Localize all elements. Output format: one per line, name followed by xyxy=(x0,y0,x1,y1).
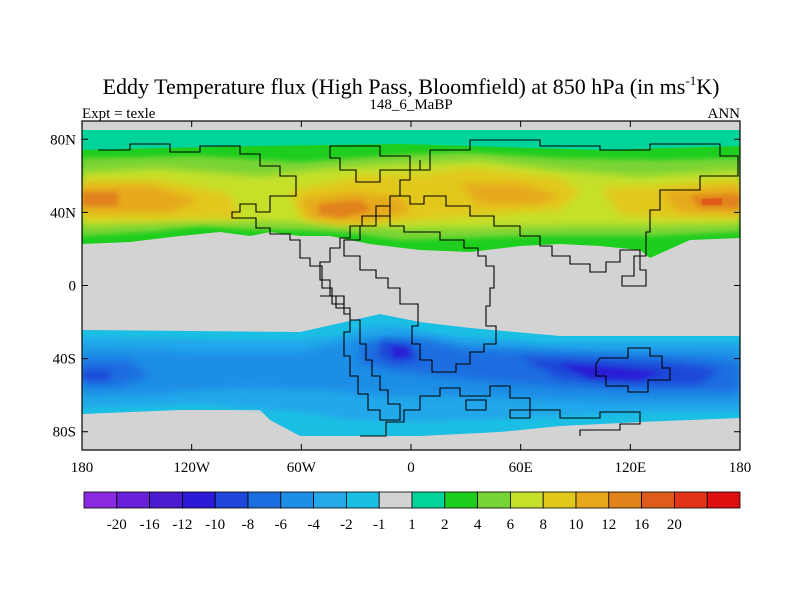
coastline-north-america xyxy=(98,143,421,305)
x-axis: 180 120W 60W 0 60E 120E 180 xyxy=(71,121,752,476)
x-tick-label: 180 xyxy=(71,460,94,476)
sh-level-8 xyxy=(82,340,720,384)
x-tick-label: 0 xyxy=(407,460,415,476)
coastlines xyxy=(98,139,739,437)
sh-flux-field xyxy=(82,314,740,436)
nh-level-10 xyxy=(82,184,740,222)
nh-level-16 xyxy=(702,198,722,205)
x-tick-label: 180 xyxy=(729,460,752,476)
colorbar-swatch xyxy=(247,491,282,509)
colorbar-label: -12 xyxy=(172,517,192,533)
chart-title: Eddy Temperature flux (High Pass, Bloomf… xyxy=(103,73,720,99)
x-tick-label: 60W xyxy=(287,460,317,476)
colorbar-label: -8 xyxy=(242,517,255,533)
nh-flux-field xyxy=(82,130,740,258)
colorbar-label: -2 xyxy=(340,517,353,533)
colorbar-label: -6 xyxy=(275,517,288,533)
colorbar-label: -4 xyxy=(307,517,320,533)
colorbar-swatch xyxy=(181,491,216,509)
colorbar-swatch xyxy=(641,491,675,509)
colorbar-swatch xyxy=(411,491,446,509)
coastline-eurasia xyxy=(400,139,739,287)
colorbar-label: 12 xyxy=(601,517,616,533)
colorbar-label: 20 xyxy=(667,517,682,533)
subtitle-left: Expt = texle xyxy=(82,106,156,122)
colorbar-label: 8 xyxy=(539,517,547,533)
colorbar-label: 10 xyxy=(569,517,584,533)
x-tick-label: 120W xyxy=(173,460,211,476)
y-tick-label: 40S xyxy=(53,352,76,368)
subtitle-center: 148_6_MaBP xyxy=(369,97,452,113)
colorbar-swatch xyxy=(542,491,577,509)
coastline-islands-south xyxy=(465,399,531,419)
colorbar-swatch xyxy=(345,491,380,509)
colorbar-label: -20 xyxy=(107,517,127,533)
y-tick-label: 80N xyxy=(50,132,76,148)
colorbar-swatch xyxy=(608,491,642,509)
nh-level-8 xyxy=(82,168,740,226)
colorbar-label: -1 xyxy=(373,517,386,533)
coastline-africa xyxy=(343,206,497,373)
sh-level-10 xyxy=(390,346,660,380)
subtitle-right: ANN xyxy=(708,106,741,122)
colorbar-swatch xyxy=(575,491,610,509)
colorbar-swatch xyxy=(674,491,708,509)
colorbar-swatch xyxy=(706,491,741,509)
coastline-south-america xyxy=(320,295,401,421)
chart-title-tail: K) xyxy=(696,74,719,99)
colorbar-swatch xyxy=(83,491,118,509)
y-axis: 80N 40N 0 40S 80S xyxy=(50,132,740,441)
chart-title-main: Eddy Temperature flux (High Pass, Bloomf… xyxy=(103,74,686,99)
colorbar-label: 6 xyxy=(507,517,515,533)
colorbar-label: 1 xyxy=(408,517,416,533)
x-tick-label: 120E xyxy=(614,460,646,476)
y-tick-label: 0 xyxy=(69,279,77,295)
coastline-greenland xyxy=(329,145,411,183)
colorbar-label: -10 xyxy=(205,517,225,533)
colorbar-label: 16 xyxy=(634,517,650,533)
y-tick-label: 80S xyxy=(53,425,76,441)
colorbar-swatch xyxy=(444,491,478,509)
colorbar-swatch xyxy=(313,491,347,509)
colorbar-swatch xyxy=(477,491,511,509)
coastline-australia xyxy=(595,347,671,393)
colorbar-label: -16 xyxy=(140,517,160,533)
colorbar-swatch xyxy=(116,491,151,509)
colorbar-label: 4 xyxy=(474,517,482,533)
colorbar-label: 2 xyxy=(441,517,449,533)
colorbar-swatch xyxy=(378,491,413,509)
colorbar-swatch xyxy=(214,491,249,509)
colorbar-swatch xyxy=(509,491,544,509)
chart-title-sup: -1 xyxy=(685,73,696,88)
coastline-antarctica-north xyxy=(360,385,641,437)
colorbar-swatch xyxy=(280,491,314,509)
map-plot xyxy=(82,121,740,450)
y-tick-label: 40N xyxy=(50,205,76,221)
nh-level-1 xyxy=(82,130,740,150)
x-tick-label: 60E xyxy=(509,460,533,476)
colorbar: -20 -16 -12 -10 -8 -6 -4 -2 -1 1 2 4 6 8 10 12 16 20 xyxy=(83,491,741,533)
colorbar-swatch xyxy=(149,491,183,509)
